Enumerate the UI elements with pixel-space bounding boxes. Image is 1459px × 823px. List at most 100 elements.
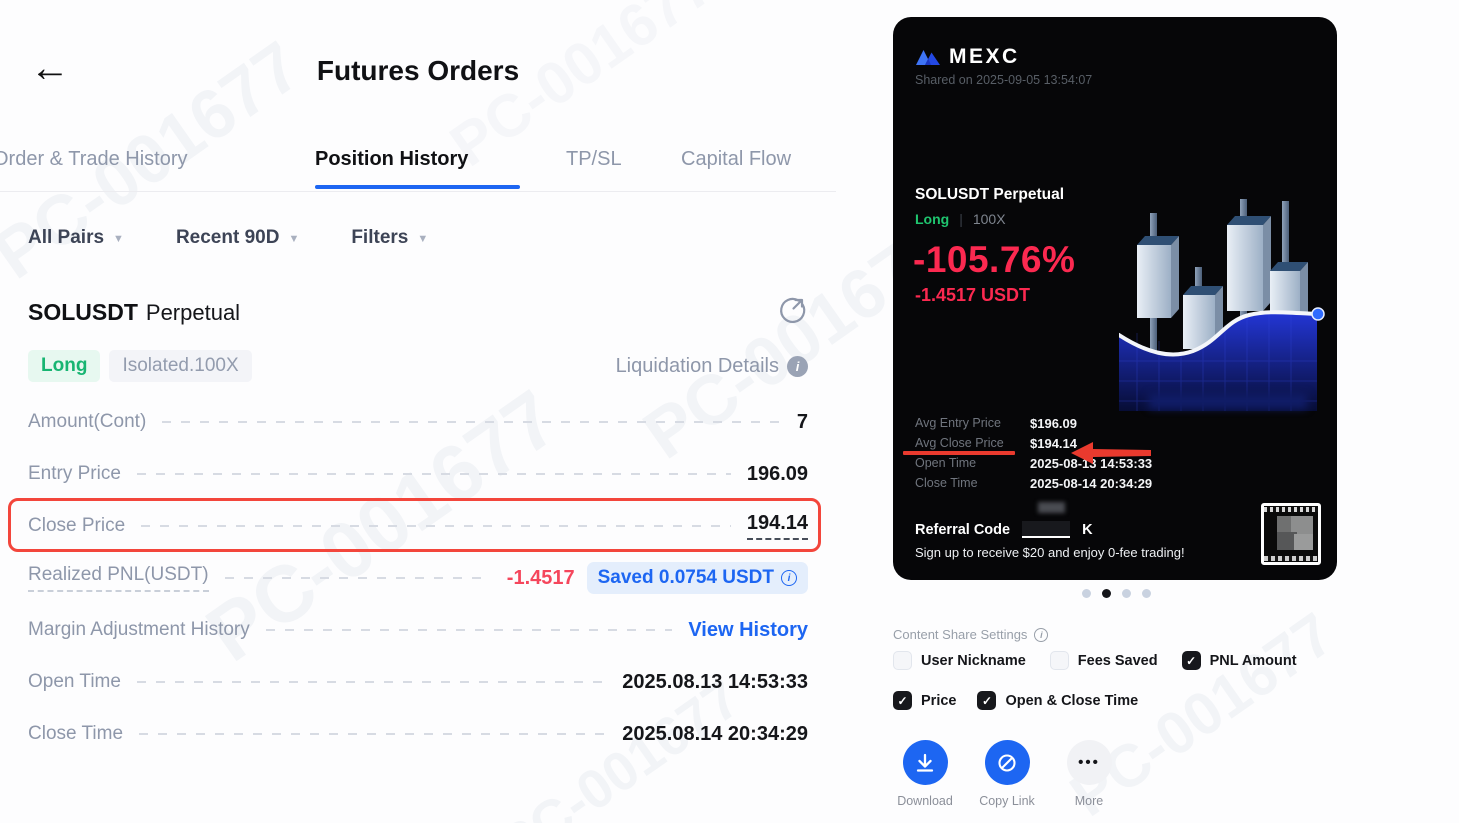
contract-type: Perpetual: [145, 299, 241, 325]
open-time-label: Open Time: [28, 671, 121, 692]
open-time-row: Open Time 2025.08.13 14:53:33: [28, 656, 808, 708]
dashed-leader: [224, 577, 491, 579]
close-time-label: Close Time: [28, 723, 124, 744]
close-time-value: 2025.08.14 20:34:29: [622, 722, 808, 745]
pagination-dot[interactable]: [1122, 589, 1131, 598]
dashed-leader: [265, 629, 673, 631]
position-header: SOLUSDT Perpetual: [28, 294, 808, 331]
active-tab-indicator: [315, 185, 520, 189]
blurred-band: [1149, 393, 1307, 409]
pagination-dot[interactable]: [1142, 589, 1151, 598]
entry-price-value: 196.09: [746, 462, 808, 485]
avg-close-price-value: $194.14: [1030, 435, 1077, 451]
referral-row: Referral Code K: [915, 521, 1093, 538]
dashed-leader: [136, 681, 607, 683]
info-icon[interactable]: i: [787, 355, 808, 377]
share-icon[interactable]: [776, 294, 808, 331]
download-label: Download: [897, 794, 953, 808]
side-badge: Long: [28, 350, 101, 382]
position-badges: Long Isolated.100X Liquidation Details i: [28, 350, 808, 382]
card-close-time-row: Close Time 2025-08-14 20:34:29: [915, 473, 1215, 493]
content-share-settings-title: Content Share Settings i: [893, 627, 1049, 642]
pnl-amount: -1.4517 USDT: [915, 285, 1031, 305]
tab-capital-flow[interactable]: Capital Flow: [681, 148, 792, 170]
mexc-logo-icon: [916, 50, 940, 65]
checkbox-label: PNL Amount: [1209, 652, 1297, 669]
recent-90d-dropdown[interactable]: Recent 90D ▼: [176, 227, 299, 249]
chevron-down-icon: ▼: [417, 233, 429, 245]
checkbox-icon: ✓: [977, 691, 997, 710]
avg-entry-price-label: Avg Entry Price: [915, 416, 1001, 430]
all-pairs-dropdown[interactable]: All Pairs ▼: [28, 227, 124, 249]
entry-price-label: Entry Price: [28, 463, 121, 484]
dashed-leader: [162, 421, 781, 423]
checkbox-open-close-time[interactable]: ✓ Open & Close Time: [977, 691, 1138, 710]
avg-entry-price-value: $196.09: [1030, 415, 1077, 431]
info-icon: i: [781, 570, 797, 586]
referral-code-label: Referral Code: [915, 522, 1011, 538]
margin-history-label: Margin Adjustment History: [28, 619, 250, 640]
copy-link-button[interactable]: Copy Link: [975, 740, 1039, 808]
position-detail-rows: Amount(Cont) 7 Entry Price 196.09 Close …: [28, 396, 808, 760]
realized-pnl-row: Realized PNL(USDT) -1.4517 Saved 0.0754 …: [28, 552, 808, 604]
liquidation-details-label: Liquidation Details: [615, 354, 779, 377]
more-button[interactable]: ••• More: [1057, 740, 1121, 808]
info-icon[interactable]: i: [1034, 627, 1049, 642]
back-button[interactable]: ←: [30, 46, 70, 90]
checkbox-icon: ✓: [1181, 651, 1201, 670]
checkbox-pnl-amount[interactable]: ✓ PNL Amount: [1181, 651, 1297, 670]
content-share-settings-label: Content Share Settings: [893, 627, 1028, 642]
margin-mode-badge: Isolated.100X: [109, 350, 252, 382]
avg-close-price-underline-annotation: [903, 451, 1015, 455]
brand-name: MEXC: [949, 45, 1020, 68]
copy-link-label: Copy Link: [979, 794, 1035, 808]
filters-dropdown[interactable]: Filters ▼: [351, 227, 428, 249]
shared-timestamp: Shared on 2025-09-05 13:54:07: [915, 73, 1093, 87]
close-price-value[interactable]: 194.14: [746, 512, 808, 540]
referral-tagline: Sign up to receive $20 and enjoy 0-fee t…: [915, 545, 1185, 560]
checkbox-price[interactable]: ✓ Price: [893, 691, 956, 710]
link-icon[interactable]: [984, 740, 1030, 785]
entry-price-row: Entry Price 196.09: [28, 448, 808, 500]
tab-order-trade-history[interactable]: Order & Trade History: [0, 148, 188, 170]
open-time-value: 2025.08.13 14:53:33: [622, 670, 808, 693]
checkbox-icon: ✓: [1049, 651, 1069, 670]
view-history-link[interactable]: View History: [688, 618, 808, 641]
pagination-dot-active[interactable]: [1102, 589, 1111, 598]
fees-saved-badge[interactable]: Saved 0.0754 USDT i: [586, 562, 808, 594]
pagination-dot[interactable]: [1082, 589, 1091, 598]
pnl-percent: -105.76%: [913, 239, 1076, 280]
tab-tpsl[interactable]: TP/SL: [566, 148, 622, 170]
card-open-time-row: Open Time 2025-08-13 14:53:33: [915, 453, 1215, 473]
chevron-down-icon: ▼: [113, 233, 124, 245]
checkbox-label: Fees Saved: [1077, 652, 1158, 669]
page-title: Futures Orders: [316, 55, 520, 86]
download-icon[interactable]: [902, 740, 948, 785]
realized-pnl-label[interactable]: Realized PNL(USDT): [28, 564, 209, 592]
checkbox-fees-saved[interactable]: ✓ Fees Saved: [1049, 651, 1158, 670]
recent-90d-label: Recent 90D: [175, 227, 280, 248]
position-history-panel: ← Futures Orders Order & Trade History P…: [0, 46, 836, 760]
card-symbol: SOLUSDT Perpetual: [915, 186, 1064, 203]
liquidation-details[interactable]: Liquidation Details i: [616, 355, 808, 378]
amount-value: 7: [796, 410, 808, 433]
card-side-row: Long | 100X: [915, 211, 1006, 227]
qr-code: [1261, 503, 1321, 565]
symbol: SOLUSDT: [28, 299, 138, 325]
tab-position-history[interactable]: Position History: [315, 148, 469, 170]
more-label: More: [1074, 794, 1104, 808]
checkbox-user-nickname[interactable]: ✓ User Nickname: [893, 651, 1026, 670]
checkbox-icon: ✓: [893, 691, 912, 710]
dashed-leader: [139, 733, 607, 735]
margin-history-row: Margin Adjustment History View History: [28, 604, 808, 656]
divider: |: [959, 211, 963, 227]
more-icon[interactable]: •••: [1066, 740, 1112, 785]
avg-entry-price-row: Avg Entry Price $196.09: [915, 413, 1215, 433]
close-price-row: Close Price 194.14: [28, 500, 808, 552]
checkbox-label: User Nickname: [921, 652, 1026, 669]
download-button[interactable]: Download: [893, 740, 957, 808]
card-pagination: [1082, 589, 1151, 598]
mexc-logo: MEXC: [915, 45, 1020, 69]
chevron-down-icon: ▼: [288, 233, 300, 245]
share-settings-row-2: ✓ Price ✓ Open & Close Time: [893, 691, 1138, 710]
